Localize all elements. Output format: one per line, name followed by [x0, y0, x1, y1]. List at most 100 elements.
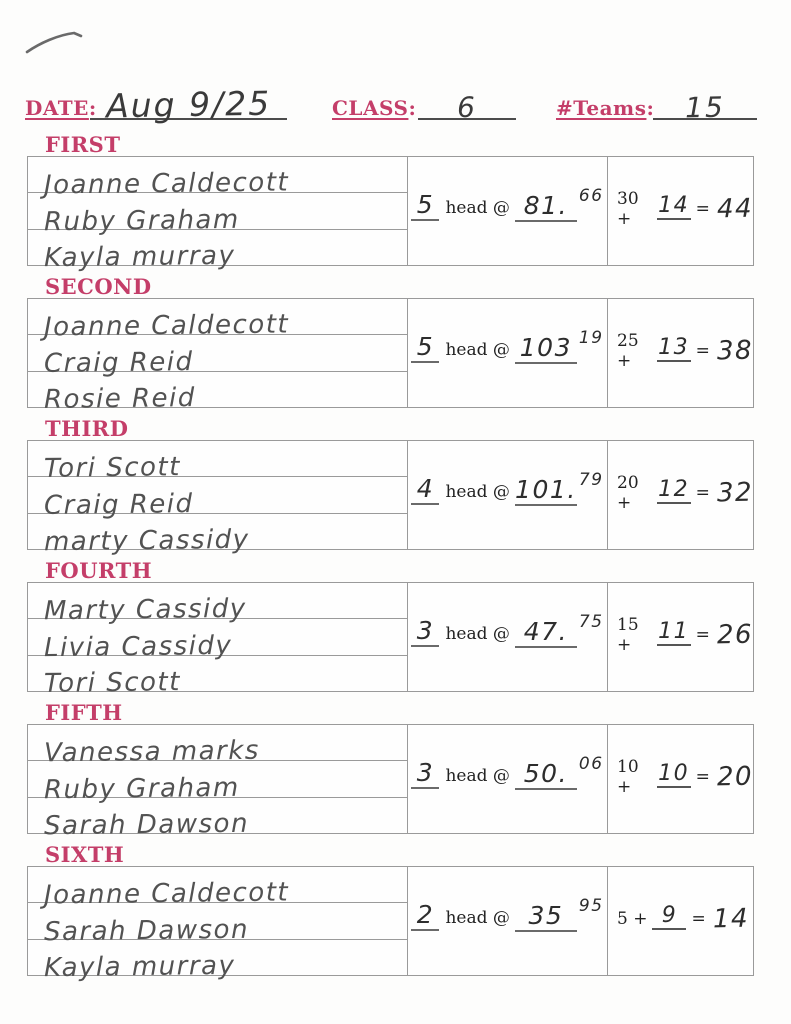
price-cents: 19 [578, 328, 604, 348]
section-sixth: SIXTH Joanne Caldecott Sarah Dawson Kayl… [27, 843, 754, 983]
section-second: SECOND Joanne Caldecott Craig Reid Rosie… [27, 274, 754, 415]
points-base: 20 + [617, 473, 639, 513]
teams-label: #Teams: [556, 96, 654, 120]
price-dollars: 50. [514, 759, 577, 790]
points-total: 38 [716, 335, 754, 367]
points-total: 44 [716, 193, 754, 225]
section-title: THIRD [45, 416, 129, 441]
points-total: 26 [716, 619, 754, 651]
competitor-name: Joanne Caldecott [43, 877, 290, 911]
name-line: Craig Reid [28, 477, 407, 521]
name-line: Livia Cassidy [28, 619, 407, 663]
competitor-name: marty Cassidy [43, 524, 250, 558]
date-label-word: DATE [25, 96, 89, 120]
date-value: Aug 9/25 [105, 83, 272, 126]
names-column: Joanne Caldecott Ruby Graham Kayla murra… [28, 157, 408, 273]
head-at-label: head @ [445, 766, 510, 786]
head-count-value: 3 [411, 616, 440, 647]
points-cell: 25 + 13 = 38 [608, 299, 753, 407]
competitor-name: Joanne Caldecott [43, 167, 290, 201]
equals-sign: = [695, 341, 710, 361]
name-line: Joanne Caldecott [28, 867, 407, 911]
names-column: Marty Cassidy Livia Cassidy Tori Scott [28, 583, 408, 699]
points-base: 30 + [617, 189, 639, 229]
section-table: Joanne Caldecott Sarah Dawson Kayla murr… [27, 866, 754, 983]
price-dollars: 103 [514, 333, 577, 364]
competitor-name: Joanne Caldecott [43, 309, 290, 343]
points-cell: 10 + 10 = 20 [608, 725, 753, 833]
points-base: 15 + [617, 615, 639, 655]
section-title: SECOND [45, 274, 152, 299]
names-column: Tori Scott Craig Reid marty Cassidy [28, 441, 408, 557]
price-cents: 95 [578, 896, 604, 916]
head-at-label: head @ [445, 198, 510, 218]
section-table: Tori Scott Craig Reid marty Cassidy 4 he… [27, 440, 754, 557]
head-price-cell: 2 head @ 35 95 [408, 867, 608, 975]
competitor-name: Rosie Reid [43, 383, 196, 415]
points-base: 10 + [617, 757, 639, 797]
name-line: Tori Scott [28, 441, 407, 484]
points-added: 12 [656, 476, 691, 504]
equals-sign: = [695, 199, 710, 219]
points-added: 14 [656, 192, 691, 220]
equals-sign: = [695, 625, 710, 645]
head-count-value: 4 [411, 474, 440, 505]
section-table: Vanessa marks Ruby Graham Sarah Dawson 3… [27, 724, 754, 841]
head-at-label: head @ [445, 908, 510, 928]
points-base: 5 + [617, 909, 648, 929]
points-total: 14 [712, 903, 750, 935]
points-total: 32 [716, 477, 754, 509]
name-line: Ruby Graham [28, 193, 407, 237]
head-at-label: head @ [445, 624, 510, 644]
price-cents: 79 [578, 470, 604, 490]
competitor-name: Craig Reid [43, 346, 194, 379]
section-title: FIRST [45, 132, 121, 157]
name-line: Sarah Dawson [28, 903, 407, 947]
class-label-word: CLASS [332, 96, 409, 120]
head-at-label: head @ [445, 340, 510, 360]
head-price-cell: 5 head @ 81. 66 [408, 157, 608, 265]
names-column: Vanessa marks Ruby Graham Sarah Dawson [28, 725, 408, 841]
head-price-cell: 4 head @ 101. 79 [408, 441, 608, 549]
competitor-name: Ruby Graham [43, 204, 240, 237]
name-line: Craig Reid [28, 335, 407, 379]
section-title: FOURTH [45, 558, 153, 583]
points-cell: 20 + 12 = 32 [608, 441, 753, 549]
points-base: 25 + [617, 331, 639, 371]
points-cell: 15 + 11 = 26 [608, 583, 753, 691]
points-cell: 5 + 9 = 14 [608, 867, 753, 975]
head-price-cell: 5 head @ 103 19 [408, 299, 608, 407]
price-cents: 75 [578, 612, 604, 632]
name-line: Marty Cassidy [28, 583, 407, 627]
points-cell: 30 + 14 = 44 [608, 157, 753, 265]
competitor-name: Sarah Dawson [43, 808, 250, 842]
competitor-name: Craig Reid [43, 488, 194, 521]
section-third: THIRD Tori Scott Craig Reid marty Cassid… [27, 416, 754, 557]
points-added: 9 [652, 903, 687, 930]
competitor-name: Sarah Dawson [43, 914, 250, 947]
placings-list: FIRST Joanne Caldecott Ruby Graham Kayla… [27, 133, 754, 985]
date-label: DATE: [25, 96, 97, 120]
form-header: DATE: Aug 9/25 CLASS: 6 #Teams: 15 [0, 84, 791, 136]
teams-field: 15 [653, 90, 757, 124]
names-column: Joanne Caldecott Craig Reid Rosie Reid [28, 299, 408, 415]
price-cents: 66 [578, 186, 604, 206]
date-field: Aug 9/25 [90, 84, 287, 125]
name-line: Vanessa marks [28, 725, 407, 769]
teams-label-word: #Teams [556, 96, 647, 120]
price-dollars: 101. [514, 474, 577, 506]
points-added: 10 [656, 760, 691, 788]
section-table: Joanne Caldecott Craig Reid Rosie Reid 5… [27, 298, 754, 415]
head-count-value: 2 [411, 900, 440, 931]
competitor-name: Kayla murray [43, 950, 236, 984]
points-added: 11 [656, 618, 691, 646]
price-dollars: 35 [514, 901, 577, 932]
head-at-label: head @ [445, 482, 510, 502]
competitor-name: Kayla murray [43, 240, 236, 274]
price-dollars: 47. [514, 617, 577, 648]
equals-sign: = [695, 483, 710, 503]
competitor-name: Livia Cassidy [43, 630, 233, 663]
teams-label-colon: : [646, 96, 655, 120]
price-dollars: 81. [514, 191, 577, 222]
